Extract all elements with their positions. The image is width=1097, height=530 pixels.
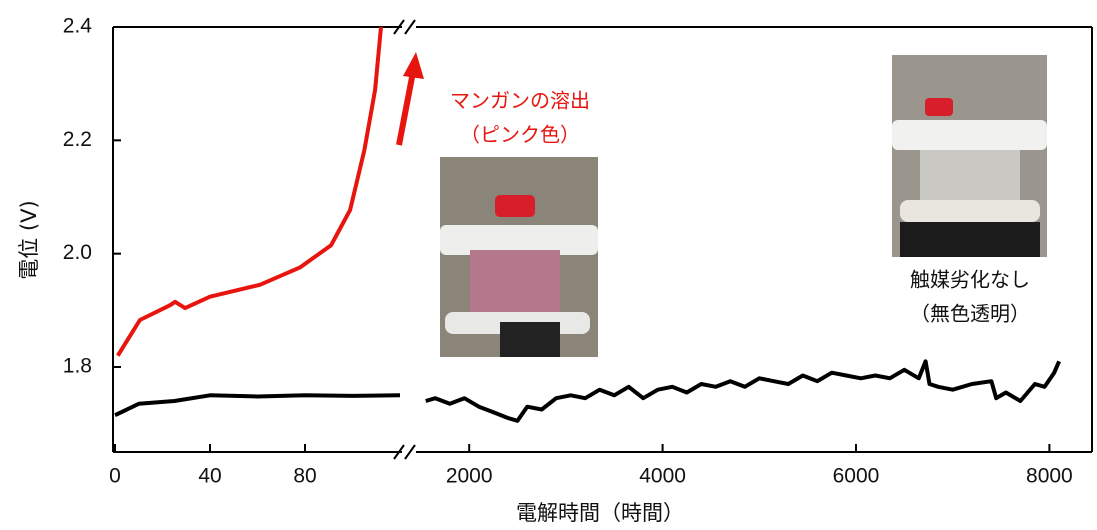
x-tick-label: 6000	[833, 465, 880, 488]
x-tick-label: 8000	[1026, 465, 1073, 488]
x-tick-label: 2000	[446, 465, 493, 488]
photo-clear	[892, 55, 1047, 257]
x-tick-label: 4000	[639, 465, 686, 488]
x-tick-label: 0	[109, 465, 121, 488]
y-tick-label: 2.2	[63, 128, 92, 151]
data-line	[118, 27, 381, 356]
x-tick-label: 80	[293, 465, 316, 488]
y-tick-label: 2.0	[63, 241, 92, 264]
x-tick-label: 40	[198, 465, 221, 488]
data-line	[426, 361, 1059, 421]
annotation: （無色透明）	[910, 302, 1030, 326]
arrow	[399, 52, 424, 145]
y-tick-label: 1.8	[63, 355, 92, 378]
chart: 電解時間（時間） 電位 (V) マンガンの溶出 （ピンク色） 触媒劣化なし （無…	[0, 0, 1097, 530]
photo-pink	[440, 157, 598, 357]
y-axis-title: 電位 (V)	[17, 200, 41, 279]
annotation: （ピンク色）	[460, 123, 580, 147]
data-line	[115, 395, 400, 415]
annotation: 触媒劣化なし	[910, 268, 1030, 292]
x-axis-title: 電解時間（時間）	[516, 501, 684, 525]
y-tick-label: 2.4	[63, 15, 93, 38]
annotation: マンガンの溶出	[450, 89, 590, 113]
